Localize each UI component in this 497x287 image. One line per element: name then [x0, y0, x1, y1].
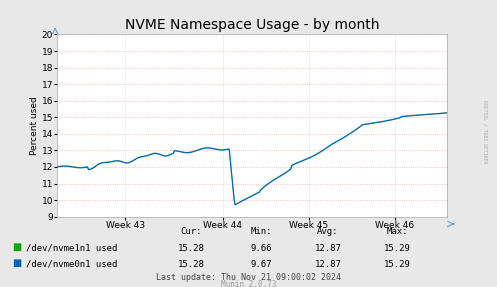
Text: Last update: Thu Nov 21 09:00:02 2024: Last update: Thu Nov 21 09:00:02 2024: [156, 273, 341, 282]
Text: 15.29: 15.29: [384, 259, 411, 269]
Y-axis label: Percent used: Percent used: [30, 96, 39, 155]
Text: /dev/nvme1n1 used: /dev/nvme1n1 used: [26, 244, 117, 253]
Text: Munin 2.0.73: Munin 2.0.73: [221, 280, 276, 287]
Text: 15.28: 15.28: [178, 244, 205, 253]
Title: NVME Namespace Usage - by month: NVME Namespace Usage - by month: [125, 18, 380, 32]
Text: Min:: Min:: [250, 226, 272, 236]
Text: 9.67: 9.67: [250, 259, 272, 269]
Text: ■: ■: [12, 242, 22, 252]
Text: 9.66: 9.66: [250, 244, 272, 253]
Text: 15.28: 15.28: [178, 259, 205, 269]
Text: Max:: Max:: [387, 226, 409, 236]
Text: ■: ■: [12, 258, 22, 267]
Text: RRDTOOL / TOBI OETIKER: RRDTOOL / TOBI OETIKER: [482, 100, 487, 164]
Text: 12.87: 12.87: [315, 259, 341, 269]
Text: /dev/nvme0n1 used: /dev/nvme0n1 used: [26, 259, 117, 269]
Text: Avg:: Avg:: [317, 226, 339, 236]
Text: Cur:: Cur:: [180, 226, 202, 236]
Text: 12.87: 12.87: [315, 244, 341, 253]
Text: 15.29: 15.29: [384, 244, 411, 253]
